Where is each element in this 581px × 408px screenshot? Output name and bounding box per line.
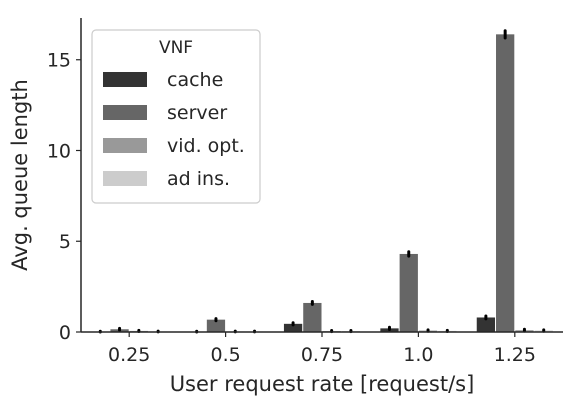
legend-label-ad-ins-: ad ins.	[167, 168, 230, 190]
x-tick-label-0.75: 0.75	[301, 344, 343, 366]
y-tick-label-0: 0	[59, 322, 71, 344]
x-tick-label-1.0: 1.0	[403, 344, 433, 366]
legend-title: VNF	[159, 38, 193, 58]
bar-server-0.75	[303, 303, 321, 332]
legend-label-vid-opt-: vid. opt.	[167, 135, 245, 157]
bar-server-1.0	[400, 254, 418, 332]
x-tick-label-0.5: 0.5	[210, 344, 240, 366]
legend-swatch-cache	[103, 72, 147, 87]
y-tick-label-15: 15	[47, 50, 71, 72]
x-ticks: 0.25 0.5 0.75 1.0 1.25	[108, 332, 536, 366]
legend-swatch-server	[103, 105, 147, 120]
legend-swatch-ad-ins-	[103, 171, 147, 186]
legend: VNF cache server vid. opt. ad ins.	[92, 30, 260, 203]
y-axis-label: Avg. queue length	[8, 79, 32, 271]
legend-swatch-vid-opt-	[103, 138, 147, 153]
legend-label-cache: cache	[167, 69, 223, 91]
x-tick-label-1.25: 1.25	[494, 344, 536, 366]
x-tick-label-0.25: 0.25	[108, 344, 150, 366]
y-ticks: 0 5 10 15	[47, 50, 81, 344]
y-tick-label-10: 10	[47, 140, 71, 162]
legend-label-server: server	[167, 102, 227, 124]
bar-server-1.25	[496, 34, 514, 332]
x-axis-label: User request rate [request/s]	[170, 372, 475, 396]
y-tick-label-5: 5	[59, 231, 71, 253]
